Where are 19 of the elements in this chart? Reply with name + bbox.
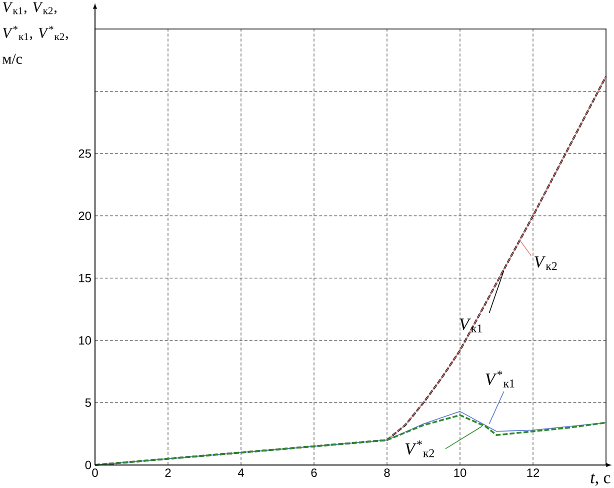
x-tick-label: 0	[92, 468, 98, 477]
series-label: V$_{к2}$	[534, 256, 557, 270]
x-axis-title: t, с	[590, 474, 610, 486]
y-tick-label: 20	[78, 212, 92, 220]
x-tick-label: 6	[311, 468, 317, 477]
series-label: V$^{*}$к1	[486, 370, 514, 388]
x-tick-label: 2	[165, 468, 171, 477]
y-tick-label: 10	[79, 336, 92, 345]
y-tick-label: 15	[79, 274, 91, 282]
y-tick-label: 25	[78, 149, 91, 158]
x-tick-label: 4	[238, 468, 244, 477]
text: V$_{к1}$, V$_{к2}$, V$^{*}$$_{к1}$, V$^{*}$$_{к2}$, м/с	[2, 2, 68, 64]
series-label: V$_{к1}$	[460, 318, 482, 332]
y-tick-label: 5	[85, 398, 91, 407]
x-tick-label: 12	[527, 468, 540, 477]
legend-label: V$^{*}$к2	[405, 440, 434, 458]
y-tick-label: 0	[85, 460, 92, 470]
x-tick-label: 10	[454, 468, 466, 477]
x-tick-label: 8	[384, 468, 390, 477]
